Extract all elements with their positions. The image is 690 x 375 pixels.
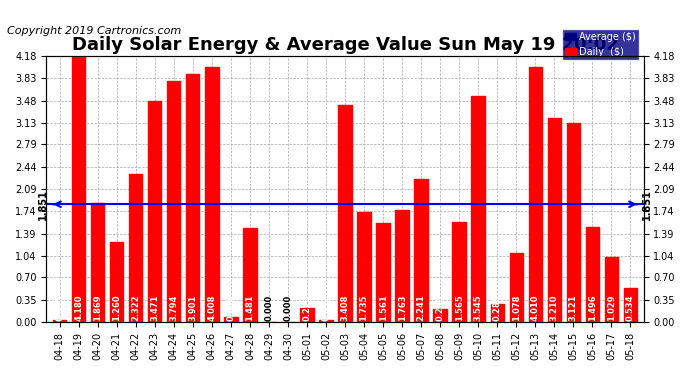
Bar — [453, 222, 466, 322]
Bar — [604, 256, 618, 322]
Text: 1.029: 1.029 — [607, 294, 615, 321]
Bar — [566, 123, 580, 322]
Text: 0.534: 0.534 — [626, 294, 635, 321]
Bar — [357, 211, 371, 322]
Bar — [300, 308, 314, 322]
Text: 3.545: 3.545 — [473, 294, 483, 321]
Text: 0.084: 0.084 — [226, 294, 235, 321]
Text: 4.008: 4.008 — [207, 294, 217, 321]
Text: 1.851: 1.851 — [38, 189, 48, 220]
Text: 0.035: 0.035 — [55, 294, 64, 321]
Bar — [548, 118, 561, 322]
Text: 2.322: 2.322 — [131, 294, 140, 321]
Title: Daily Solar Energy & Average Value Sun May 19 20:02: Daily Solar Energy & Average Value Sun M… — [72, 36, 618, 54]
Text: 1.260: 1.260 — [112, 294, 121, 321]
Text: 3.901: 3.901 — [188, 294, 197, 321]
Text: 0.000: 0.000 — [264, 294, 273, 321]
Text: 1.763: 1.763 — [397, 294, 406, 321]
Bar — [395, 210, 408, 322]
Bar — [529, 67, 542, 322]
Text: 4.180: 4.180 — [75, 294, 83, 321]
Bar — [129, 174, 142, 322]
Bar — [72, 56, 86, 322]
Text: 0.205: 0.205 — [435, 294, 444, 321]
Text: 0.037: 0.037 — [322, 294, 331, 321]
Bar — [415, 179, 428, 322]
Bar — [224, 316, 237, 322]
Bar — [91, 203, 104, 322]
Text: 1.851: 1.851 — [642, 189, 652, 220]
Bar — [205, 67, 219, 322]
Text: 0.280: 0.280 — [493, 294, 502, 321]
Bar — [624, 288, 637, 322]
Bar — [186, 74, 199, 322]
Text: 1.561: 1.561 — [379, 294, 388, 321]
Text: 3.210: 3.210 — [550, 294, 559, 321]
Text: 2.241: 2.241 — [417, 294, 426, 321]
Text: 1.496: 1.496 — [588, 294, 597, 321]
Bar — [433, 309, 446, 322]
Bar — [244, 228, 257, 322]
Bar — [586, 227, 599, 322]
Text: 3.471: 3.471 — [150, 294, 159, 321]
Bar — [53, 320, 66, 322]
Text: 1.078: 1.078 — [512, 294, 521, 321]
Text: 0.000: 0.000 — [284, 294, 293, 321]
Text: 4.010: 4.010 — [531, 294, 540, 321]
Text: 3.408: 3.408 — [340, 294, 350, 321]
Bar — [376, 223, 390, 322]
Bar — [338, 105, 352, 322]
Bar — [471, 96, 485, 322]
Bar — [509, 254, 523, 322]
Text: Copyright 2019 Cartronics.com: Copyright 2019 Cartronics.com — [7, 26, 181, 36]
Bar — [491, 304, 504, 322]
Legend: Average ($), Daily  ($): Average ($), Daily ($) — [562, 29, 639, 60]
Bar — [319, 320, 333, 322]
Text: 1.565: 1.565 — [455, 294, 464, 321]
Text: 1.869: 1.869 — [93, 294, 102, 321]
Text: 3.121: 3.121 — [569, 294, 578, 321]
Bar — [148, 101, 161, 322]
Text: 3.794: 3.794 — [169, 294, 178, 321]
Text: 1.481: 1.481 — [246, 294, 255, 321]
Text: 0.223: 0.223 — [302, 294, 311, 321]
Bar — [110, 242, 124, 322]
Bar — [167, 81, 181, 322]
Text: 1.735: 1.735 — [359, 294, 368, 321]
